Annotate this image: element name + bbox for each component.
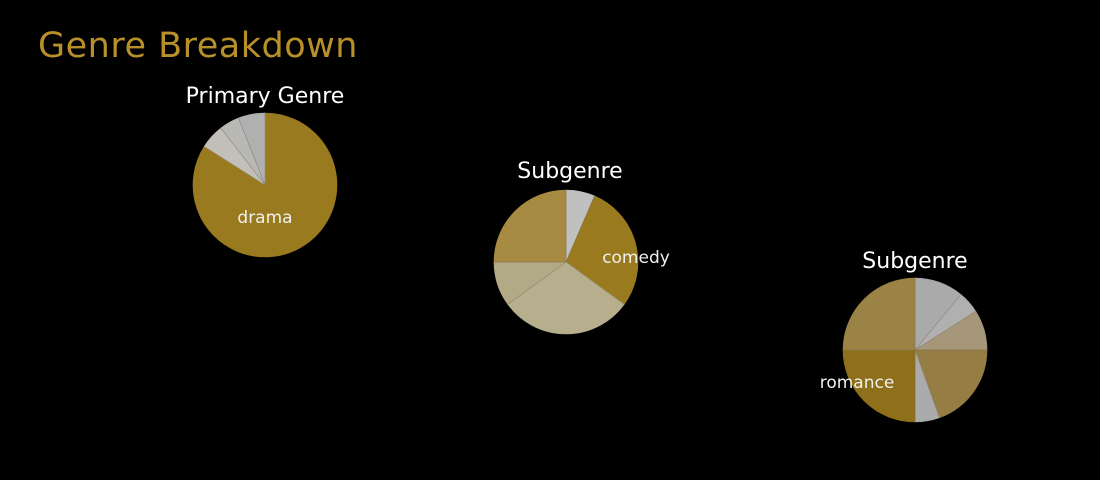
slice-divider [507,261,567,305]
page-title: Genre Breakdown [38,26,358,66]
pie-slice [914,349,988,419]
pie-subgenre-2: romance [820,277,988,423]
pie-slice [507,261,625,335]
pie-title-subgenre-1: Subgenre [517,159,623,184]
slice-label-comedy: comedy [602,248,670,268]
slice-divider [204,146,266,186]
pie-title-subgenre-2: Subgenre [862,249,968,274]
pie-slice-comedy [565,195,639,305]
pie-subgenre-1: comedy [493,189,670,335]
slice-divider [238,117,266,186]
slice-divider [565,261,625,305]
pie-slice [493,189,567,263]
pie-title-primary-genre: Primary Genre [185,84,345,109]
slice-divider [565,195,595,263]
slice-divider [914,349,940,418]
slice-divider [914,311,976,351]
slice-divider [914,294,962,351]
slice-label-drama: drama [237,208,292,228]
pie-primary-genre: drama [192,112,338,258]
pie-slice [842,277,916,351]
slice-divider [220,127,266,186]
pie-slice-romance [842,349,916,423]
slice-label-romance: romance [820,373,895,393]
